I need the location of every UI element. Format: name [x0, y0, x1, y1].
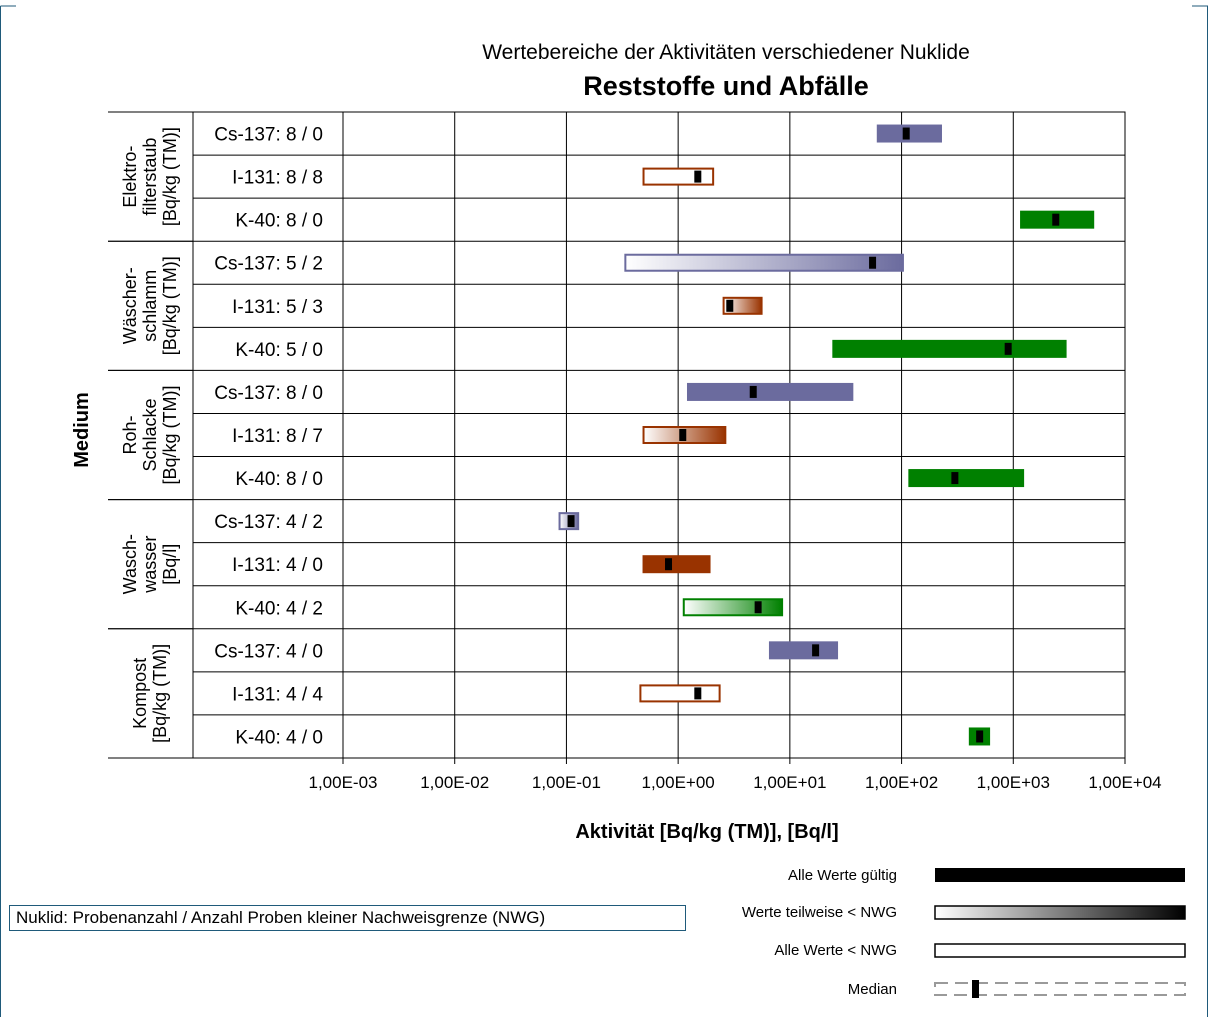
median-marker [869, 256, 877, 269]
row-label: Cs-137: 4 / 0 [214, 641, 323, 662]
legend-swatch [934, 905, 1186, 920]
group-label: filterstaub [140, 138, 160, 216]
row-label: I-131: 5 / 3 [232, 297, 323, 318]
legend-swatch [935, 868, 1185, 882]
legend-swatch [934, 982, 1186, 996]
median-marker [1004, 342, 1012, 355]
row-label: I-131: 8 / 7 [232, 426, 323, 447]
x-tick-labels: 1,00E-03 1,00E-02 1,00E-01 1,00E+00 1,00E+01… [309, 773, 1162, 792]
group-label: [Bq/kg (TM)] [160, 127, 180, 226]
legend-label: Werte teilweise < NWG [742, 904, 897, 921]
legend-label: Alle Werte < NWG [774, 942, 897, 959]
median-marker [976, 730, 984, 743]
grid [108, 111, 1126, 764]
median-marker [812, 644, 820, 657]
row-label: Cs-137: 4 / 2 [214, 512, 323, 533]
median-marker [951, 472, 959, 485]
bars [558, 124, 1095, 746]
median-marker [694, 170, 702, 183]
plot-area [342, 111, 1126, 759]
legend-label: Median [848, 981, 897, 998]
x-tick-label: 1,00E+01 [753, 773, 826, 792]
group-label: Wäscher- [120, 267, 140, 344]
range-bar [768, 641, 839, 660]
group-label: Kompost [130, 658, 150, 729]
row-label: K-40: 8 / 0 [235, 469, 323, 490]
range-bar [642, 167, 715, 186]
median-marker [1052, 213, 1060, 226]
footnote: Nuklid: Probenanzahl / Anzahl Proben kle… [9, 905, 686, 931]
group-label: Roh- [120, 415, 140, 454]
median-marker [694, 687, 702, 700]
x-tick-label: 1,00E-03 [309, 773, 378, 792]
group-label: Schlacke [140, 398, 160, 471]
x-tick-label: 1,00E+03 [977, 773, 1050, 792]
row-label: I-131: 8 / 8 [232, 168, 323, 189]
row-label: K-40: 4 / 2 [235, 598, 323, 619]
x-tick-label: 1,00E+00 [642, 773, 715, 792]
range-bar [832, 339, 1067, 358]
legend: Alle Werte gültig Werte teilweise < NWG Al… [742, 867, 1186, 998]
range-bar [624, 253, 904, 272]
group-label: [Bq/l] [160, 544, 180, 585]
range-bar [639, 684, 721, 703]
x-tick-label: 1,00E-01 [532, 773, 601, 792]
row-label: Cs-137: 8 / 0 [214, 125, 323, 146]
median-marker [679, 429, 687, 441]
chart-subtitle: Wertebereiche der Aktivitäten verschiede… [482, 41, 970, 64]
group-labels: Elektro-filterstaub [Bq/kg (TM)]Wäscher-s… [120, 127, 180, 743]
median-marker [902, 127, 910, 140]
group-label: [Bq/kg (TM)] [160, 256, 180, 355]
row-label: Cs-137: 8 / 0 [214, 383, 323, 404]
group-label: [Bq/kg (TM)] [160, 385, 180, 484]
row-label: K-40: 4 / 0 [235, 727, 323, 748]
legend-swatch [934, 943, 1186, 958]
range-bar [686, 382, 854, 401]
row-label: I-131: 4 / 4 [232, 684, 323, 705]
median-marker [567, 515, 575, 528]
median-marker [754, 601, 762, 614]
range-bar [682, 598, 784, 617]
row-label: K-40: 5 / 0 [235, 340, 323, 361]
group-label: Elektro- [120, 146, 140, 208]
x-tick-label: 1,00E+04 [1088, 773, 1161, 792]
x-tick-label: 1,00E-02 [420, 773, 489, 792]
group-label: [Bq/kg (TM)] [150, 644, 170, 743]
row-label: K-40: 8 / 0 [235, 211, 323, 232]
group-label: wasser [140, 536, 160, 594]
legend-median-marker [972, 980, 979, 998]
median-marker [665, 558, 673, 571]
row-label: I-131: 4 / 0 [232, 555, 323, 576]
x-axis-title: Aktivität [Bq/kg (TM)], [Bq/l] [575, 821, 838, 843]
row-label: Cs-137: 5 / 2 [214, 254, 323, 275]
group-label: Wasch- [120, 534, 140, 594]
chart-title: Reststoffe und Abfälle [583, 71, 869, 101]
median-marker [749, 385, 757, 398]
range-bar [642, 555, 711, 574]
median-marker [726, 299, 734, 312]
range-bar [908, 469, 1025, 488]
group-label: schlamm [140, 270, 160, 342]
legend-label: Alle Werte gültig [788, 867, 897, 884]
row-labels: Cs-137: 8 / 0 I-131: 8 / 8 K-40: 8 / 0 Cs-1… [214, 125, 323, 749]
y-axis-title: Medium [71, 392, 93, 468]
x-tick-label: 1,00E+02 [865, 773, 938, 792]
